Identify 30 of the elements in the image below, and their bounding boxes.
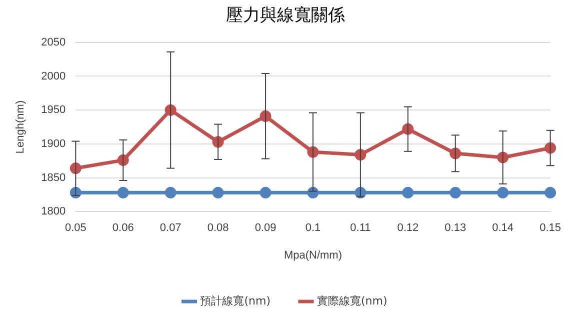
- y-tick-label: 1900: [41, 138, 66, 150]
- x-tick-label: 0.12: [397, 222, 419, 234]
- point: [117, 186, 129, 198]
- point: [450, 186, 462, 198]
- y-tick-label: 2050: [41, 36, 66, 48]
- point: [402, 186, 414, 198]
- y-axis-title: Lengh(nm): [14, 100, 27, 154]
- y-tick-label: 1850: [41, 172, 66, 184]
- x-tick-label: 0.09: [254, 222, 276, 234]
- x-tick-label: 0.15: [540, 222, 562, 234]
- y-tick-label: 1950: [41, 104, 66, 116]
- x-tick-label: 0.06: [112, 222, 134, 234]
- legend-label: 實際線寬(nm): [317, 294, 388, 308]
- y-tick-label: 2000: [41, 70, 66, 82]
- x-tick-label: 0.1: [305, 222, 321, 234]
- x-tick-label: 0.08: [207, 222, 229, 234]
- x-tick-label: 0.05: [64, 222, 86, 234]
- point: [212, 186, 224, 198]
- x-tick-label: 0.11: [350, 222, 371, 234]
- point: [260, 186, 272, 198]
- x-tick-label: 0.14: [492, 222, 514, 234]
- legend-label: 預計線寬(nm): [200, 294, 271, 308]
- chart-title: 壓力與線寬關係: [226, 6, 345, 26]
- x-axis-title: Mpa(N/mm): [284, 249, 342, 262]
- point: [544, 186, 556, 198]
- y-tick-label: 1800: [41, 206, 66, 218]
- x-tick-label: 0.07: [160, 222, 182, 234]
- point: [164, 186, 176, 198]
- x-tick-label: 0.13: [444, 222, 466, 234]
- point: [497, 186, 509, 198]
